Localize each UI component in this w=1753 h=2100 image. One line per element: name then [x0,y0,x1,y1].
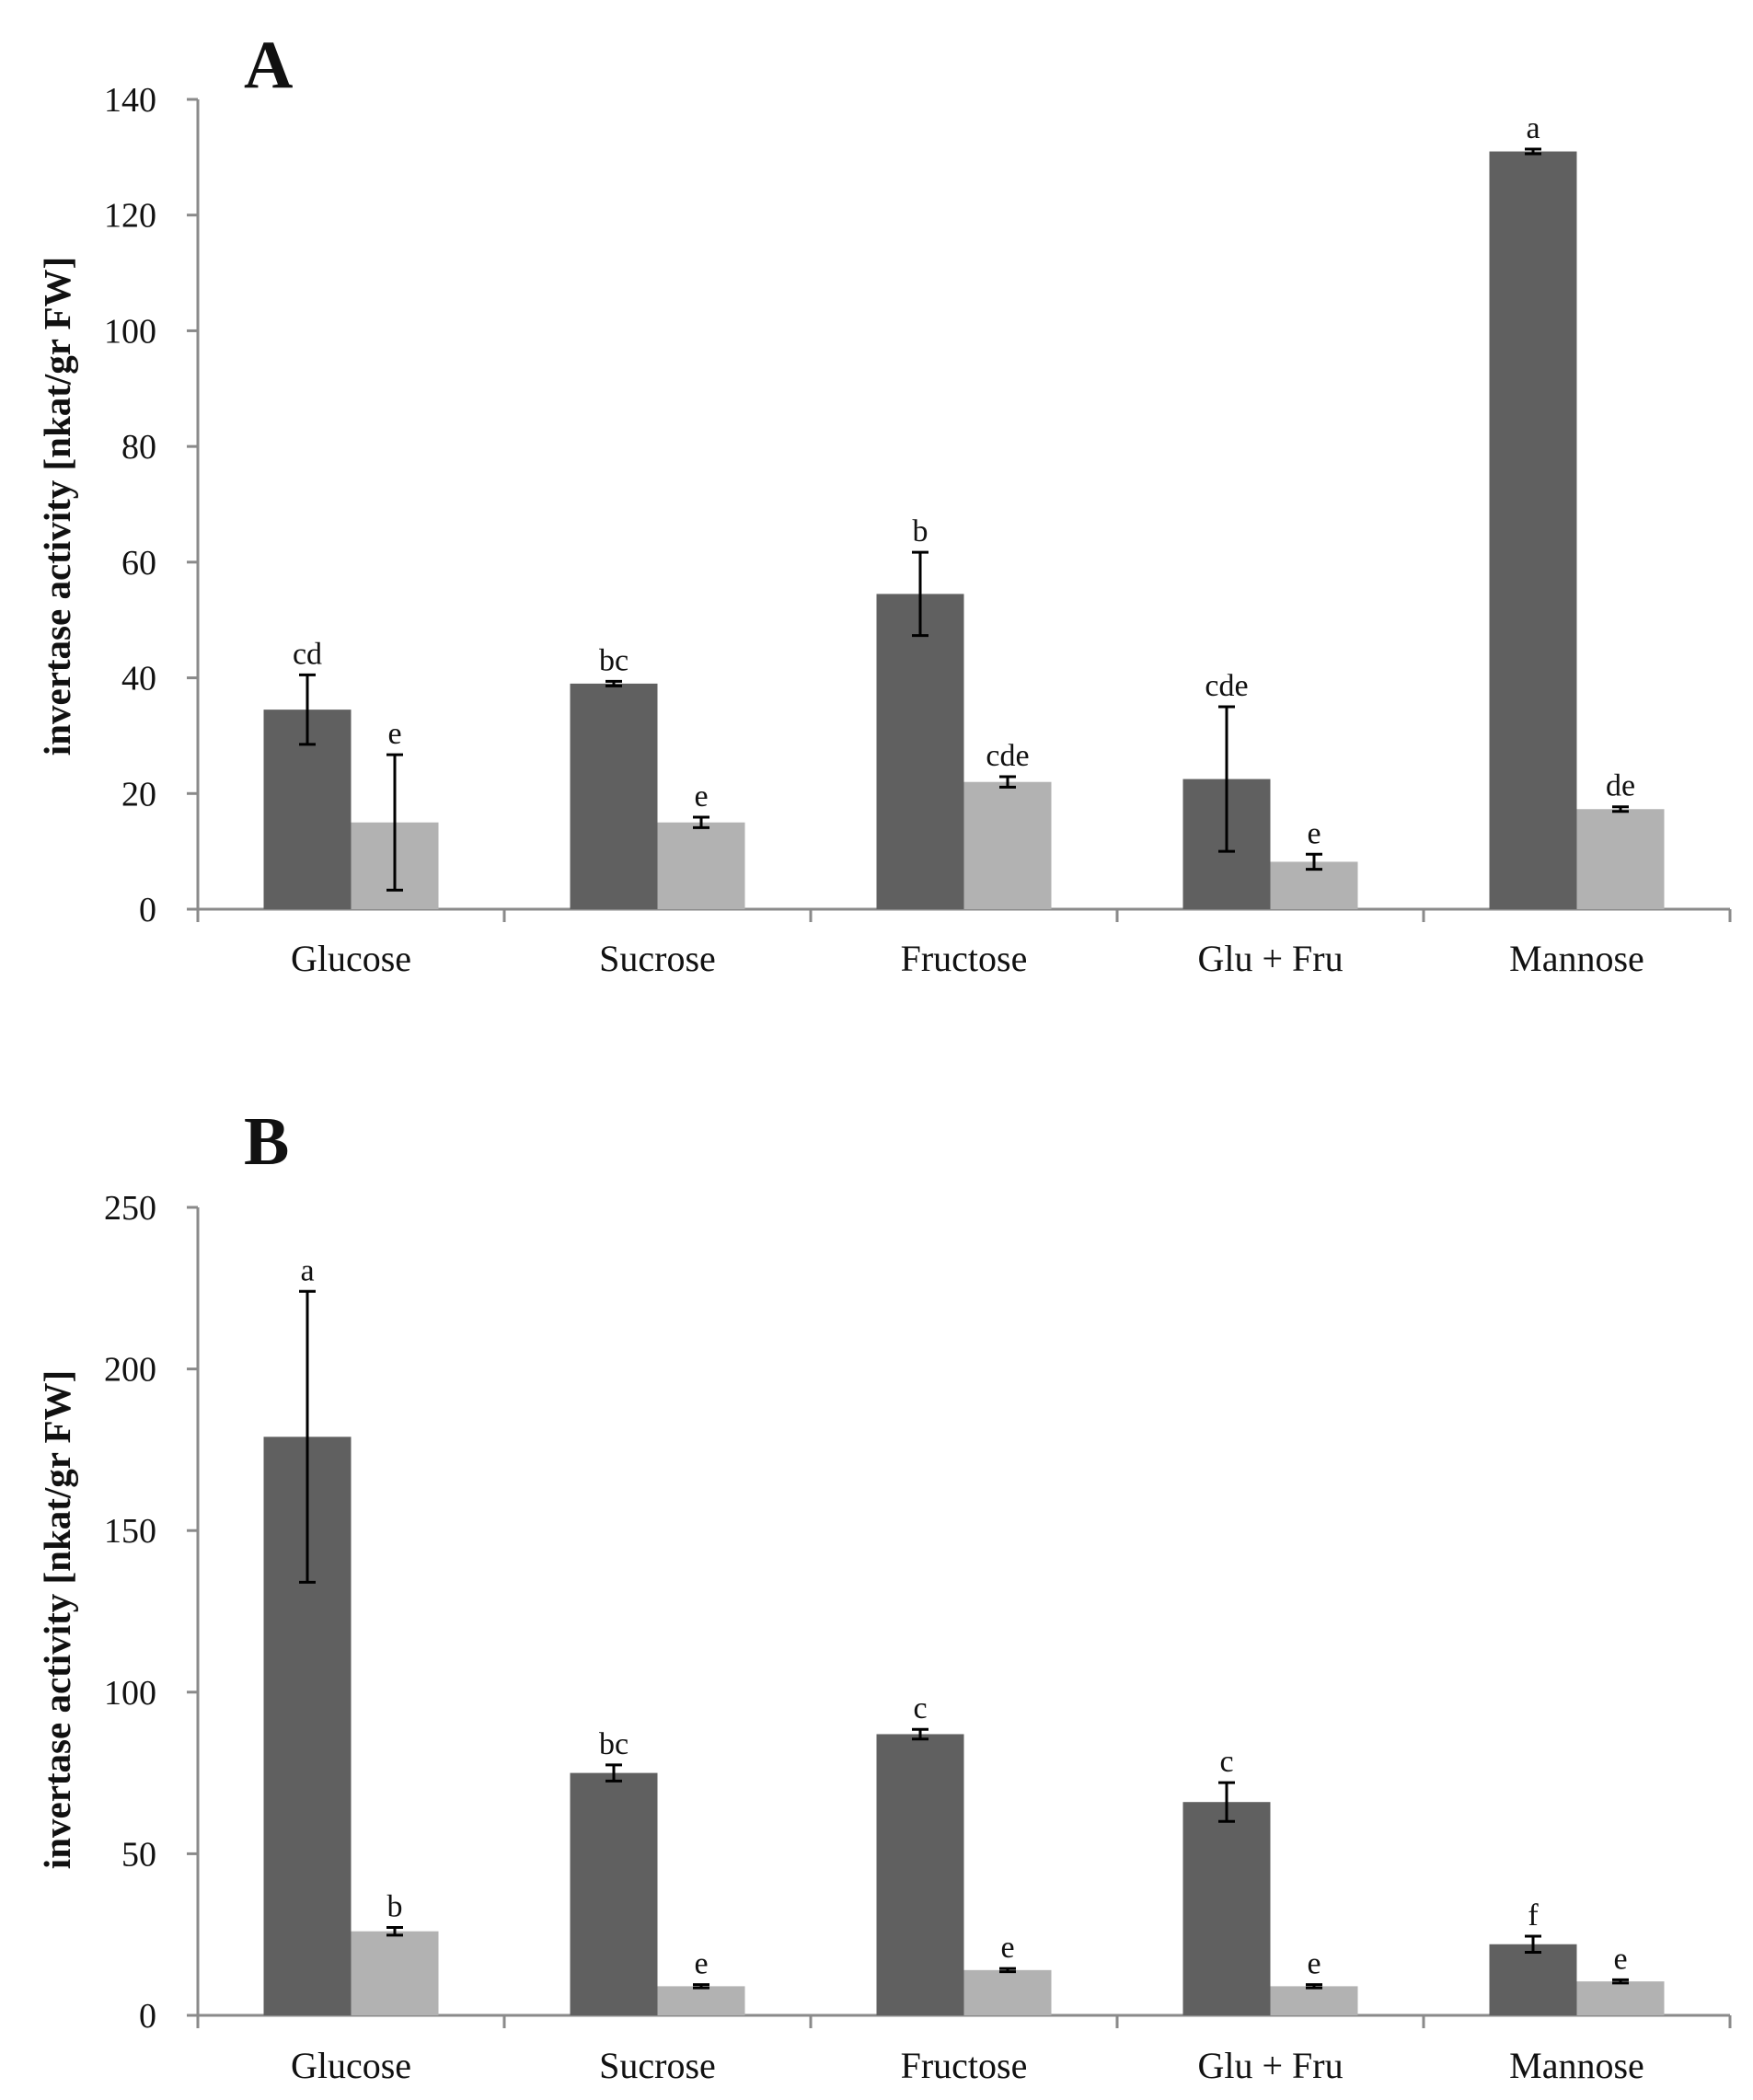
panel-b-y-tick-label: 100 [104,1674,156,1713]
panel-a-category-label: Glucose [291,938,411,979]
panel-b-y-tick-label: 250 [104,1189,156,1228]
panel-a-category-label: Mannose [1509,938,1644,979]
panel-a-significance-label: cde [1205,669,1248,703]
panel-a-bar-sucrose-s2 [657,822,745,909]
panel-a-y-tick-label: 20 [121,775,156,813]
panel-a-y-axis-label: invertase activity [nkat/gr FW] [36,257,78,756]
panel-b-bar-glu-fru-s1 [1182,1802,1271,2015]
panel-b-bar-mannose-s2 [1576,1981,1665,2015]
panel-a-category-label: Glu + Fru [1197,938,1343,979]
panel-b-bar-sucrose-s2 [657,1986,745,2015]
panel-b-significance-label: e [1613,1942,1627,1976]
panel-a-y-tick-label: 0 [139,891,156,929]
panel-b-category-label: Glu + Fru [1197,2045,1343,2086]
panel-a-significance-label: e [1307,816,1321,850]
panel-b-bar-fructose-s1 [876,1734,964,2015]
panel-b-significance-label: a [300,1253,314,1287]
panel-a-category-label: Sucrose [599,938,716,979]
panel-a-category-label: Fructose [901,938,1028,979]
panel-b-category-label: Sucrose [599,2045,716,2086]
panel-b-bar-sucrose-s1 [570,1772,658,2015]
panel-b-significance-label: c [913,1691,927,1725]
panel-a-significance-label: cd [293,637,322,671]
panel-b-significance-label: e [1000,1931,1014,1965]
panel-b-y-axis-label: invertase activity [nkat/gr FW] [36,1370,78,1869]
panel-a-y-tick-label: 80 [121,428,156,467]
panel-a-y-tick-label: 120 [104,197,156,236]
panel-b-category-label: Fructose [901,2045,1028,2086]
panel-b-significance-label: c [1219,1745,1233,1779]
panel-a-significance-label: de [1606,769,1635,803]
panel-b-significance-label: b [387,1889,403,1923]
panel-a-label: A [244,28,293,103]
panel-a: A invertase activity [nkat/gr FW] 0 20 40 6… [36,28,1732,979]
panel-a-bar-sucrose-s1 [570,683,658,909]
panel-b-significance-label: f [1528,1898,1539,1933]
panel-b-plot-area: 0 50 100 150 200 250 a b Glucose bc e Sucrose c e Fruc… [104,1189,1732,2086]
panel-b-category-label: Mannose [1509,2045,1644,2086]
panel-a-y-tick-label: 140 [104,81,156,120]
panel-b-bar-glu-fru-s2 [1270,1986,1358,2015]
panel-a-bar-mannose-s1 [1489,151,1577,910]
panel-a-significance-label: e [387,717,401,751]
panel-b-category-label: Glucose [291,2045,411,2086]
panel-a-y-tick-label: 40 [121,660,156,698]
panel-a-y-tick-label: 100 [104,312,156,351]
panel-b-bar-fructose-s2 [963,1969,1052,2015]
panel-a-bar-fructose-s1 [876,594,964,909]
panel-b-y-tick-label: 150 [104,1512,156,1551]
panel-a-bar-fructose-s2 [963,781,1052,909]
panel-a-y-tick-label: 60 [121,544,156,583]
panel-a-plot-area: 020406080100120140cdeGlucosebceSucrosebc… [104,81,1732,979]
panel-b-significance-label: e [694,1947,708,1981]
panel-b-label: B [244,1104,289,1180]
panel-a-bar-mannose-s2 [1576,809,1665,909]
panel-b-y-tick-label: 200 [104,1351,156,1390]
panel-a-significance-label: cde [986,739,1029,773]
panel-b-bar-glucose-s2 [351,1931,439,2015]
panel-b-bar-mannose-s1 [1489,1944,1577,2015]
panel-a-significance-label: e [694,779,708,813]
panel-a-significance-label: a [1526,111,1540,145]
panel-b-y-tick-label: 0 [139,1997,156,2036]
panel-b: B invertase activity [nkat/gr FW] 0 50 100… [36,1104,1732,2086]
panel-a-significance-label: b [913,514,928,548]
panel-b-significance-label: e [1307,1947,1321,1981]
panel-b-significance-label: bc [599,1727,629,1761]
panel-b-y-tick-label: 50 [121,1835,156,1874]
panel-a-significance-label: bc [599,643,629,677]
